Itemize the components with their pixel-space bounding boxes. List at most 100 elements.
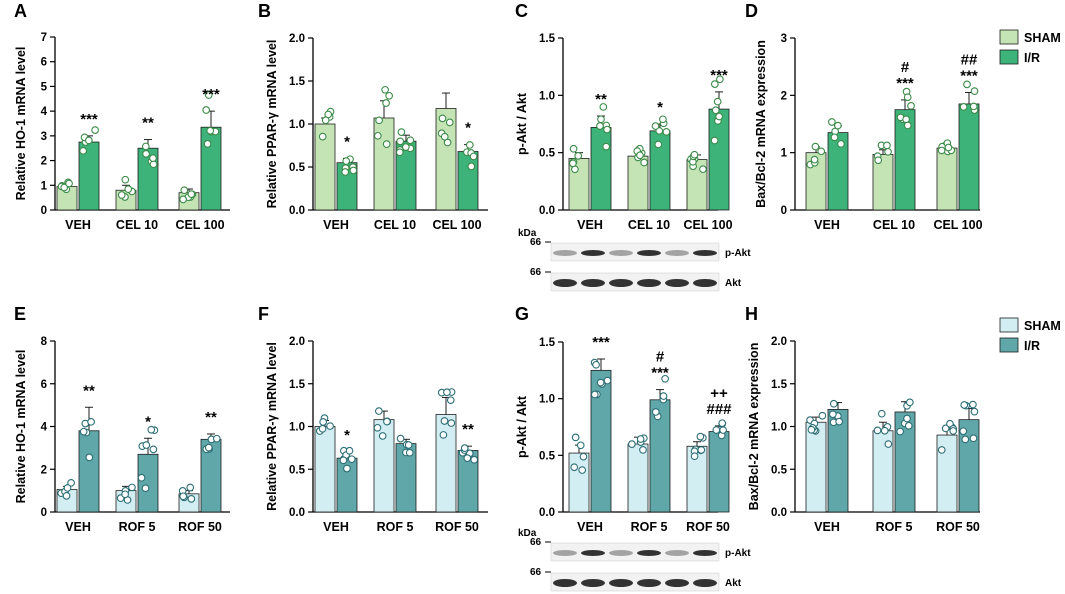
- bar-sham: [936, 147, 958, 211]
- data-point: [326, 422, 334, 430]
- blot-band: [693, 579, 717, 587]
- data-point: [592, 360, 600, 369]
- blot-strip: [550, 542, 720, 562]
- x-tick-label: VEH: [65, 520, 91, 534]
- data-point: [903, 121, 912, 130]
- data-point: [834, 121, 842, 130]
- data-point: [883, 141, 891, 150]
- blot-band: [553, 579, 577, 587]
- blot-band: [609, 550, 633, 556]
- data-point: [884, 147, 892, 156]
- data-point: [439, 431, 448, 439]
- data-point: [837, 140, 845, 148]
- data-point: [696, 432, 705, 441]
- y-tick-label: 2.0: [771, 336, 787, 348]
- data-point: [373, 131, 382, 140]
- y-tick-label: 1.0: [539, 90, 555, 102]
- y-tick-label: 2: [41, 464, 47, 476]
- data-point: [636, 151, 644, 160]
- x-tick-label: CEL 10: [116, 218, 158, 232]
- bar-sham: [435, 414, 457, 513]
- data-point: [877, 409, 886, 418]
- data-point: [715, 112, 723, 121]
- y-tick-label: 3: [41, 131, 47, 143]
- y-tick-label: 0.0: [771, 507, 787, 519]
- data-point: [121, 175, 130, 184]
- data-point: [79, 427, 88, 436]
- bar-sham: [568, 452, 590, 513]
- x-tick-label: VEH: [323, 520, 349, 534]
- data-point: [463, 454, 472, 462]
- legend-2: SHAM I/R: [999, 317, 1061, 353]
- data-point: [438, 114, 447, 123]
- data-point: [467, 162, 476, 171]
- x-tick-label: ROF 5: [876, 520, 913, 534]
- blot-band: [665, 250, 689, 256]
- x-tick-label: ROF 50: [435, 520, 479, 534]
- blot-band: [581, 579, 605, 587]
- blot-band: [637, 279, 661, 287]
- bar-sham: [373, 117, 395, 211]
- data-point: [817, 147, 826, 156]
- data-point: [884, 440, 893, 448]
- data-point: [659, 115, 667, 124]
- y-tick-label: 0.0: [289, 507, 305, 519]
- significance-marker: ***: [592, 334, 610, 351]
- data-point: [970, 407, 979, 416]
- y-tick-label: 1: [41, 180, 48, 192]
- blot-marker: 66: [530, 237, 542, 248]
- blot-marker: 66: [530, 537, 542, 548]
- y-tick-label: 2: [41, 156, 47, 168]
- y-tick-label: 0.0: [539, 205, 555, 217]
- y-tick-label: 0.5: [539, 450, 556, 462]
- panel-letter: D: [745, 1, 758, 21]
- data-point: [597, 115, 605, 124]
- data-point: [395, 148, 404, 157]
- data-point: [345, 446, 354, 455]
- data-point: [903, 93, 912, 102]
- data-point: [465, 141, 474, 149]
- y-tick-label: 0.5: [771, 464, 788, 476]
- significance-marker: **: [142, 115, 154, 132]
- data-point: [396, 434, 405, 443]
- y-axis-label: Relative HO-1 mRNA level: [14, 350, 28, 504]
- data-point: [142, 150, 150, 158]
- data-point: [440, 132, 449, 141]
- data-point: [206, 126, 215, 135]
- legend-label: I/R: [1024, 339, 1040, 353]
- significance-marker: **: [205, 409, 217, 426]
- data-point: [710, 136, 719, 145]
- data-point: [651, 408, 660, 416]
- blot-marker: 66: [530, 567, 542, 578]
- y-tick-label: 2.0: [289, 336, 305, 348]
- data-point: [204, 91, 213, 99]
- data-point: [179, 195, 187, 204]
- bar-ir: [78, 430, 100, 513]
- data-point: [596, 378, 605, 387]
- data-point: [341, 168, 350, 176]
- data-point: [87, 417, 95, 426]
- data-point: [690, 150, 699, 159]
- x-tick-label: ROF 5: [119, 520, 156, 534]
- blot-unit: kDa: [518, 528, 537, 539]
- y-tick-label: 1.5: [771, 379, 788, 391]
- bar-ir: [457, 151, 479, 211]
- data-point: [405, 448, 414, 457]
- data-point: [596, 122, 604, 130]
- data-point: [67, 478, 75, 487]
- data-point: [141, 484, 150, 493]
- data-point: [902, 115, 910, 124]
- data-point: [579, 452, 588, 461]
- blot-marker: 66: [530, 267, 542, 278]
- data-point: [117, 191, 126, 199]
- data-point: [142, 441, 151, 449]
- bar-ir: [137, 453, 159, 513]
- y-axis-label: Relative PPAR-γ mRNA level: [265, 342, 279, 511]
- data-point: [873, 426, 882, 435]
- data-point: [905, 398, 914, 407]
- data-point: [149, 154, 157, 163]
- data-point: [818, 411, 827, 420]
- significance-marker: *: [145, 413, 151, 430]
- significance-marker: #: [656, 349, 665, 366]
- legend-label: SHAM: [1024, 31, 1061, 45]
